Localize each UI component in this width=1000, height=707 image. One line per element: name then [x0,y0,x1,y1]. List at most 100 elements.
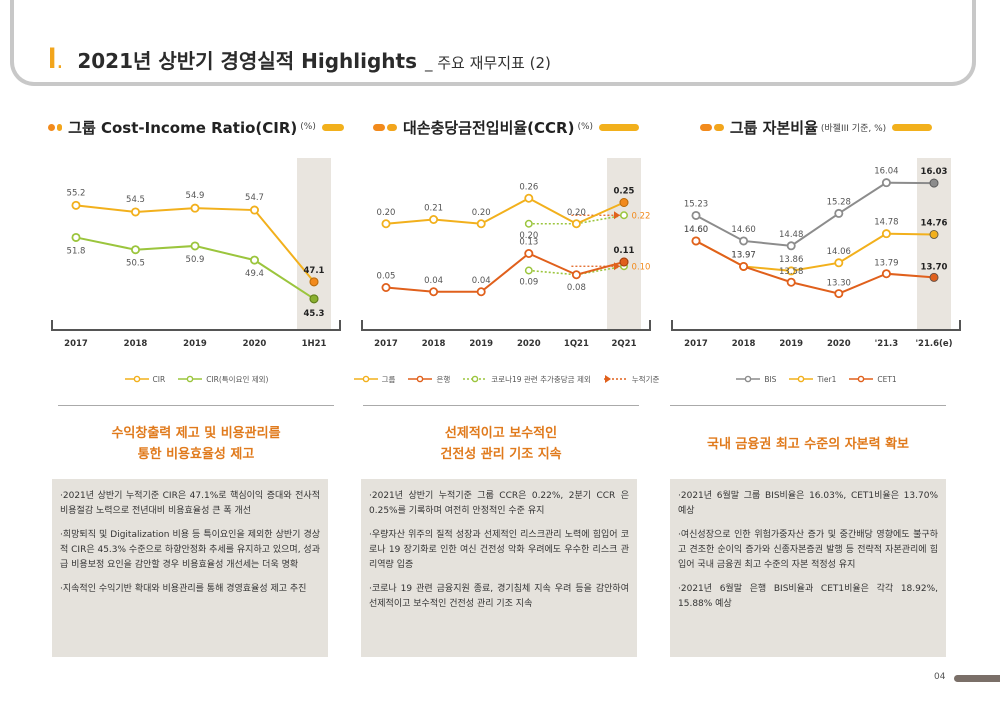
legend-item: 은행 [407,374,450,385]
cet1-point [834,289,844,299]
page-subtitle: _ 주요 재무지표 (2) [424,54,551,72]
legend-item: CIR(특이요인 제외) [177,374,268,385]
bis-point [739,236,749,246]
tier1-data-label: 13.97 [731,250,755,260]
ccr-group-last-point [619,198,629,207]
bullet: ·2021년 6월말 그룹 BIS비율은 16.03%, CET1비율은 13.… [678,491,938,516]
bis-data-label: 15.28 [827,197,851,207]
chart-unit: (바젤III 기준, %) [820,123,887,134]
tier1-data-label: 13.86 [779,255,803,265]
legend-label: CIR [152,374,166,384]
legend-marker [603,375,628,383]
cet1-point [691,236,701,246]
legend-marker [124,375,149,383]
section-headline-ccr: 선제적이고 보수적인 건전성 관리 기조 지속 [440,426,562,462]
bullet: ·코로나 19 관련 금융지원 종료, 경기침체 지속 우려 등을 감안하여 선… [369,584,629,609]
cir-adjusted-point [71,232,81,242]
summary-box-ccr: ·2021년 상반기 누적기준 그룹 CCR은 0.22%, 2분기 CCR 은… [361,479,637,657]
x-tick-label: 2019 [779,339,803,349]
x-axis [361,320,651,331]
bis-data-label: 16.03 [921,167,948,177]
ccr-bank-data-label: 0.11 [614,246,635,256]
ccr-group-point [381,219,391,229]
legend-item: 코로나19 관련 추가충당금 제외 [462,374,591,385]
page-title: 2021년 상반기 경영실적 Highlights [77,49,417,73]
x-tick-label: 1Q21 [564,339,589,349]
bis-point [834,208,844,218]
legend-item: CET1 [848,374,897,384]
ccr-bank-point [429,287,439,297]
cet1-data-label: 13.70 [921,262,948,272]
ccr-bank-excl-line [528,265,625,276]
cir-adjusted-point [249,255,259,265]
cir-adjusted-data-label: 50.5 [126,259,145,269]
cir-adjusted-data-label: 50.9 [186,255,205,265]
cet1-line [695,240,935,295]
ccr-bank-data-label: 0.04 [424,276,443,286]
chart-title-text: 그룹 자본비율 [729,118,818,137]
ccr-bank-last-point [619,257,629,267]
cir-adjusted-data-label: 49.4 [245,269,264,279]
ccr-group-point [524,193,534,203]
cet1-data-label: 14.60 [684,225,708,235]
x-tick-label: 2018 [732,339,756,349]
ccr-group-excl-point [524,219,533,228]
legend-label: CET1 [877,374,897,384]
highlight-band [297,158,331,330]
x-axis [671,320,961,331]
divider [363,405,639,406]
cir-adjusted-data-label: 45.3 [304,309,325,319]
legend-item: 그룹 [353,374,395,385]
section-headline-cir: 수익창출력 제고 및 비용관리를 통한 비용효율성 제고 [111,426,281,462]
chart-unit: (%) [300,122,316,132]
cir-point [190,203,200,213]
x-axis [51,320,341,331]
bis-point [881,178,891,188]
cir-data-label: 47.1 [304,266,325,276]
ccr-group-point [476,219,486,229]
legend-label: 코로나19 관련 추가충당금 제외 [491,374,591,384]
ccr-bank-excl-data-label: 0.10 [632,262,651,272]
chart-title-ccr: 대손충당금전입비율(CCR) (%) [358,116,654,138]
ccr-group-point [571,219,581,229]
highlight-band [607,158,641,330]
chart-unit: (%) [577,122,594,132]
header-frame [10,0,976,86]
chart-title-text: 대손충당금전입비율(CCR) [402,118,575,137]
bis-data-label: 16.04 [874,167,898,177]
ccr-bank-excl-point [524,266,533,275]
cir-point [249,205,259,215]
cir-point [71,200,81,210]
ccr-bank-excl-data-label: 0.09 [519,278,538,288]
cet1-last-point [929,272,939,282]
x-tick-label: 2017 [684,339,708,349]
x-tick-label: 2Q21 [612,339,637,349]
x-tick-label: 2020 [517,339,541,349]
ccr-bank-point [476,287,486,297]
ccr-bank-data-label: 0.08 [567,283,586,293]
x-tick-label: 2017 [64,339,88,349]
cet1-point [786,277,796,287]
capital-ratio-chart: 2017 2018 2019 2020 '21.3 '21.6(e) 15.23 14.60 1… [671,158,961,349]
ccr-bank-point [571,270,581,280]
legend-marker [849,375,874,383]
legend-item: Tier1 [788,375,836,384]
cir-data-label: 55.2 [67,188,86,198]
legend-marker [789,375,814,383]
cir-legend: CIR CIR(특이요인 제외) [48,372,344,386]
ccr-bank-data-label: 0.05 [377,272,396,282]
ccr-group-data-label: 0.26 [519,182,538,192]
x-tick-label: 1H21 [302,339,327,349]
ccr-group-line [385,197,625,225]
cet1-point [881,269,891,279]
bis-data-label: 14.60 [731,225,755,235]
chart-title-capital: 그룹 자본비율 (바젤III 기준, %) [668,116,964,138]
legend-marker [736,375,761,383]
bis-point [786,241,796,251]
ccr-group-data-label: 0.21 [424,204,443,214]
x-tick-label: 2020 [827,339,851,349]
cir-adjusted-point [131,245,141,255]
page-header: I . 2021년 상반기 경영실적 Highlights _ 주요 재무지표 … [48,42,551,82]
x-tick-label: 2018 [422,339,446,349]
legend-item: BIS [735,375,776,384]
